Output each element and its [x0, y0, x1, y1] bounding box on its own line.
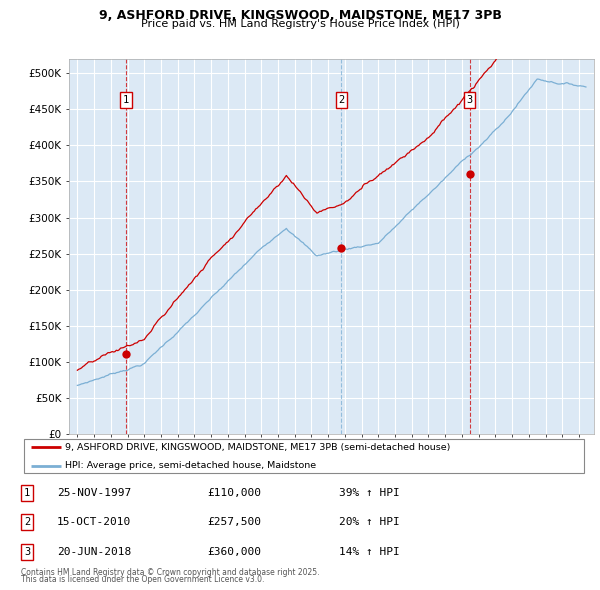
Text: 3: 3	[24, 547, 30, 556]
Text: £110,000: £110,000	[207, 488, 261, 497]
Text: 15-OCT-2010: 15-OCT-2010	[57, 517, 131, 527]
FancyBboxPatch shape	[24, 440, 584, 473]
Text: HPI: Average price, semi-detached house, Maidstone: HPI: Average price, semi-detached house,…	[65, 461, 316, 470]
Text: 25-NOV-1997: 25-NOV-1997	[57, 488, 131, 497]
Text: 1: 1	[123, 95, 129, 105]
Text: 2: 2	[338, 95, 344, 105]
Text: 9, ASHFORD DRIVE, KINGSWOOD, MAIDSTONE, ME17 3PB: 9, ASHFORD DRIVE, KINGSWOOD, MAIDSTONE, …	[98, 9, 502, 22]
Text: £257,500: £257,500	[207, 517, 261, 527]
Text: 20% ↑ HPI: 20% ↑ HPI	[339, 517, 400, 527]
Text: 1: 1	[24, 488, 30, 497]
Text: 14% ↑ HPI: 14% ↑ HPI	[339, 547, 400, 556]
Text: 3: 3	[466, 95, 473, 105]
Text: 9, ASHFORD DRIVE, KINGSWOOD, MAIDSTONE, ME17 3PB (semi-detached house): 9, ASHFORD DRIVE, KINGSWOOD, MAIDSTONE, …	[65, 442, 451, 451]
Text: Price paid vs. HM Land Registry's House Price Index (HPI): Price paid vs. HM Land Registry's House …	[140, 19, 460, 30]
Text: 20-JUN-2018: 20-JUN-2018	[57, 547, 131, 556]
Text: This data is licensed under the Open Government Licence v3.0.: This data is licensed under the Open Gov…	[21, 575, 265, 584]
Text: 2: 2	[24, 517, 30, 527]
Text: 39% ↑ HPI: 39% ↑ HPI	[339, 488, 400, 497]
Text: £360,000: £360,000	[207, 547, 261, 556]
Text: Contains HM Land Registry data © Crown copyright and database right 2025.: Contains HM Land Registry data © Crown c…	[21, 568, 320, 577]
